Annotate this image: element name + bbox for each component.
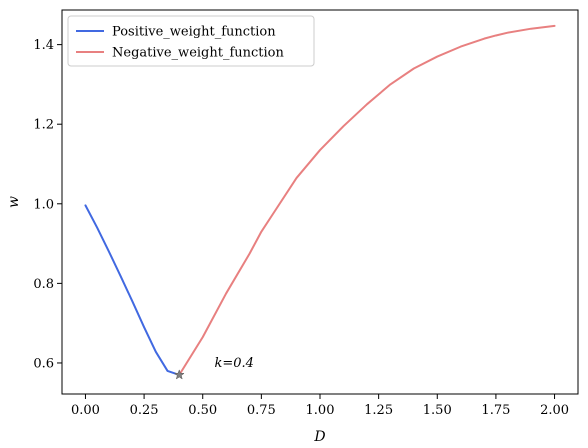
x-tick-label: 0.25 xyxy=(130,403,159,418)
series-line-negative xyxy=(178,24,556,376)
x-tick-label: 0.50 xyxy=(188,403,217,418)
y-tick-label: 0.8 xyxy=(33,277,54,292)
x-tick-label: 1.25 xyxy=(364,403,393,418)
x-tick-label: 1.00 xyxy=(306,403,335,418)
x-tick-label: 0.75 xyxy=(247,403,276,418)
y-tick-label: 1.4 xyxy=(33,38,54,53)
y-tick-label: 1.0 xyxy=(33,197,54,212)
star-marker xyxy=(173,369,185,380)
legend: Positive_weight_function Negative_weight_… xyxy=(67,15,315,67)
plot-lines xyxy=(84,24,556,380)
legend-entry: Negative_weight_function xyxy=(112,46,285,61)
x-tick-label: 2.00 xyxy=(540,403,569,418)
y-tick-label: 1.2 xyxy=(33,118,54,133)
x-tick-label: 1.50 xyxy=(423,403,452,418)
k-annotation: k=0.4 xyxy=(214,356,253,371)
y-axis-ticks: 0.6 0.8 1.0 1.2 1.4 xyxy=(33,38,62,371)
y-axis-label: w xyxy=(6,196,22,208)
x-axis-ticks: 0.00 0.25 0.50 0.75 1.00 1.25 1.50 1.75 2.00 xyxy=(71,394,569,418)
x-axis-label: D xyxy=(313,429,325,445)
legend-entry: Positive_weight_function xyxy=(112,25,276,40)
x-tick-label: 1.75 xyxy=(481,403,510,418)
y-tick-label: 0.6 xyxy=(33,356,54,371)
series-line-positive xyxy=(84,204,181,376)
legend-box xyxy=(67,15,315,67)
plot-frame xyxy=(61,9,579,395)
x-tick-label: 0.00 xyxy=(71,403,100,418)
